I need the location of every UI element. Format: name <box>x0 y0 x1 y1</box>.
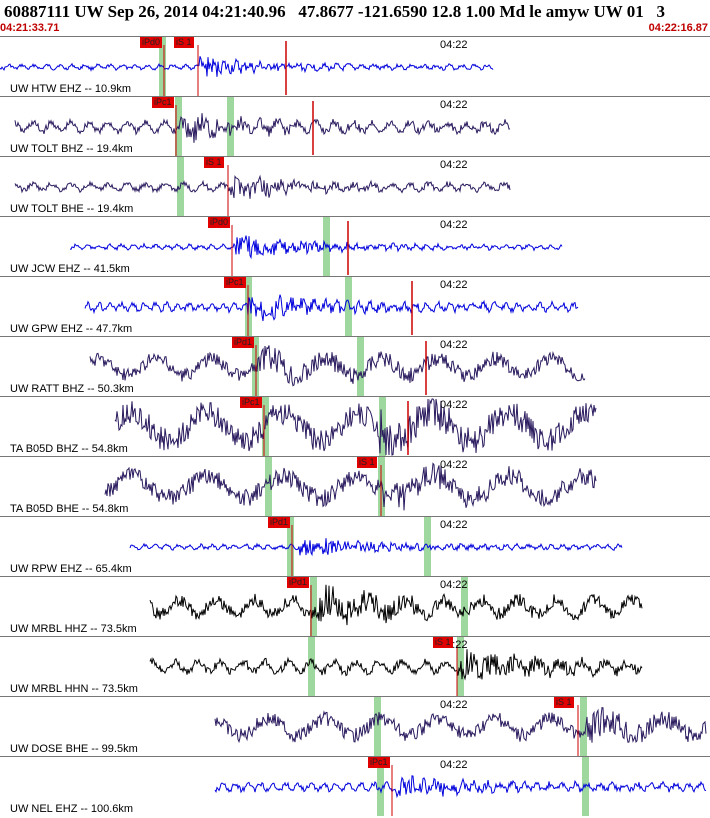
window-highlight <box>377 757 384 816</box>
end-time: 04:22:16.87 <box>648 22 708 34</box>
station-label: TA B05D BHZ -- 54.8km <box>10 443 128 455</box>
window-highlight <box>265 457 272 516</box>
seismogram <box>69 217 563 276</box>
phase-pick-flag[interactable]: iPc1 <box>224 277 246 288</box>
minute-tick-label: 04:22 <box>440 459 468 471</box>
phase-pick-flag[interactable]: iPd0 <box>140 37 163 48</box>
waveform-line <box>129 538 623 557</box>
trace-row[interactable]: 04:22 iS 1 UW TOLT BHE -- 19.4km <box>0 156 710 216</box>
minute-tick-label: 04:22 <box>440 519 468 531</box>
minute-tick-label: 04:22 <box>440 759 468 771</box>
waveform-line <box>214 707 707 744</box>
trace-row[interactable]: 04:22 iPd1 UW RPW EHZ -- 65.4km <box>0 516 710 576</box>
station-label: TA B05D BHE -- 54.8km <box>10 503 129 515</box>
window-highlight <box>379 397 386 456</box>
seismogram <box>129 517 623 576</box>
window-highlight <box>374 697 381 756</box>
waveform-line <box>0 56 494 77</box>
minute-tick-label: 04:22 <box>440 219 468 231</box>
phase-pick-flag[interactable]: iPc1 <box>152 97 174 108</box>
minute-tick-label: 04:22 <box>440 39 468 51</box>
seismogram <box>214 697 707 756</box>
header: 60887111 UW Sep 26, 2014 04:21:40.96 47.… <box>0 0 710 36</box>
phase-pick-flag[interactable]: iPd1 <box>287 577 310 588</box>
window-highlight <box>345 277 352 336</box>
waveform-line <box>69 235 563 260</box>
seismogram <box>114 397 597 456</box>
seismogram <box>14 157 511 216</box>
station-label: UW JCW EHZ -- 41.5km <box>10 263 130 275</box>
trace-row[interactable]: 04:22 iPd0 UW JCW EHZ -- 41.5km <box>0 216 710 276</box>
waveform-line <box>149 584 643 626</box>
start-time: 04:21:33.71 <box>0 22 60 34</box>
phase-pick-flag[interactable]: iS 1 <box>554 697 574 708</box>
window-highlight <box>308 637 315 696</box>
seismogram <box>149 637 643 696</box>
trace-row[interactable]: 04:22 iPc1 TA B05D BHZ -- 54.8km <box>0 396 710 456</box>
seismogram <box>104 457 597 516</box>
seismogram <box>149 577 643 636</box>
seismogram <box>89 337 586 396</box>
waveform-line <box>214 775 707 799</box>
trace-row[interactable]: 04:22 iS 1 UW DOSE BHE -- 99.5km <box>0 696 710 756</box>
station-label: UW RPW EHZ -- 65.4km <box>10 563 132 575</box>
waveform-line <box>114 398 597 456</box>
trace-row[interactable]: 04:22 iPd1 UW RATT BHZ -- 50.3km <box>0 336 710 396</box>
minute-tick-label: 04:22 <box>440 159 468 171</box>
trace-row[interactable]: 04:22 iPc1 UW NEL EHZ -- 100.6km <box>0 756 710 816</box>
minute-tick-label: 04:22 <box>440 579 468 591</box>
trace-row[interactable]: 04:22 iPc1 UW TOLT BHZ -- 19.4km <box>0 96 710 156</box>
waveform-line <box>14 174 511 199</box>
minute-tick-label: 04:22 <box>440 99 468 111</box>
waveform-line <box>14 113 511 143</box>
trace-row[interactable]: 04:22 iPd1 UW MRBL HHZ -- 73.5km <box>0 576 710 636</box>
station-label: UW HTW EHZ -- 10.9km <box>10 83 131 95</box>
window-highlight <box>357 337 364 396</box>
seismogram <box>14 97 511 156</box>
phase-pick-flag[interactable]: iS 1 <box>357 457 377 468</box>
minute-tick-label: 04:22 <box>440 699 468 711</box>
station-label: UW RATT BHZ -- 50.3km <box>10 383 134 395</box>
window-highlight <box>461 577 468 636</box>
trace-row[interactable]: 04:22 iPc1 UW GPW EHZ -- 47.7km <box>0 276 710 336</box>
station-label: UW MRBL HHZ -- 73.5km <box>10 623 137 635</box>
station-label: UW TOLT BHZ -- 19.4km <box>10 143 133 155</box>
phase-pick-flag[interactable]: iPc1 <box>368 757 390 768</box>
station-label: UW DOSE BHE -- 99.5km <box>10 743 138 755</box>
seismogram <box>214 757 707 816</box>
phase-pick-flag[interactable]: iS 1 <box>174 37 194 48</box>
waveform-line <box>89 345 586 387</box>
station-label: UW GPW EHZ -- 47.7km <box>10 323 133 335</box>
minute-tick-label: 04:22 <box>440 399 468 411</box>
waveform-line <box>149 649 643 681</box>
window-highlight <box>310 577 317 636</box>
station-label: UW TOLT BHE -- 19.4km <box>10 203 134 215</box>
phase-pick-flag[interactable]: iS 1 <box>204 157 224 168</box>
waveform-line <box>104 462 597 511</box>
minute-tick-label: 04:22 <box>440 339 468 351</box>
seismogram <box>0 37 494 96</box>
trace-row[interactable]: 04:22 iS 1 TA B05D BHE -- 54.8km <box>0 456 710 516</box>
phase-pick-flag[interactable]: iPd1 <box>232 337 255 348</box>
window-highlight <box>287 517 294 576</box>
phase-pick-flag[interactable]: iPd0 <box>208 217 231 228</box>
trace-row[interactable]: 04:22 iS 1 UW MRBL HHN -- 73.5km <box>0 636 710 696</box>
station-label: UW MRBL HHN -- 73.5km <box>10 683 138 695</box>
trace-row[interactable]: 04:22 iPd0 iS 1 UW HTW EHZ -- 10.9km <box>0 36 710 96</box>
window-highlight <box>227 97 234 156</box>
window-highlight <box>580 697 587 756</box>
phase-pick-flag[interactable]: iPc1 <box>240 397 262 408</box>
phase-pick-flag[interactable]: iS 1 <box>433 637 453 648</box>
station-label: UW NEL EHZ -- 100.6km <box>10 803 134 815</box>
waveform-line <box>84 294 579 322</box>
minute-tick-label: 04:22 <box>440 279 468 291</box>
phase-pick-flag[interactable]: iPd1 <box>268 517 291 528</box>
event-title: 60887111 UW Sep 26, 2014 04:21:40.96 47.… <box>4 2 665 21</box>
seismogram <box>84 277 579 336</box>
